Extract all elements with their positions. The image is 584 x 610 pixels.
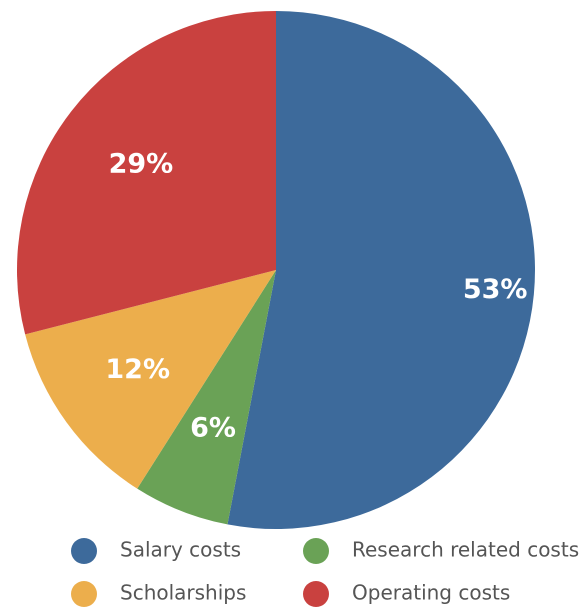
pie-slice xyxy=(16,11,276,335)
legend-label: Salary costs xyxy=(120,538,241,562)
data-label: 12% xyxy=(105,354,170,385)
legend-swatch xyxy=(71,581,97,607)
pie-slice xyxy=(227,11,535,529)
pie-slice xyxy=(25,270,276,489)
legend-label: Scholarships xyxy=(120,581,246,605)
legend-label: Operating costs xyxy=(352,581,510,605)
pie-slice xyxy=(137,270,276,525)
data-label: 53% xyxy=(463,274,528,305)
data-label: 6% xyxy=(190,412,236,443)
data-label: 29% xyxy=(109,149,174,180)
legend-swatch xyxy=(71,538,97,564)
legend-swatch xyxy=(303,538,329,564)
legend-swatch xyxy=(303,581,329,607)
legend-label: Research related costs xyxy=(352,538,579,562)
